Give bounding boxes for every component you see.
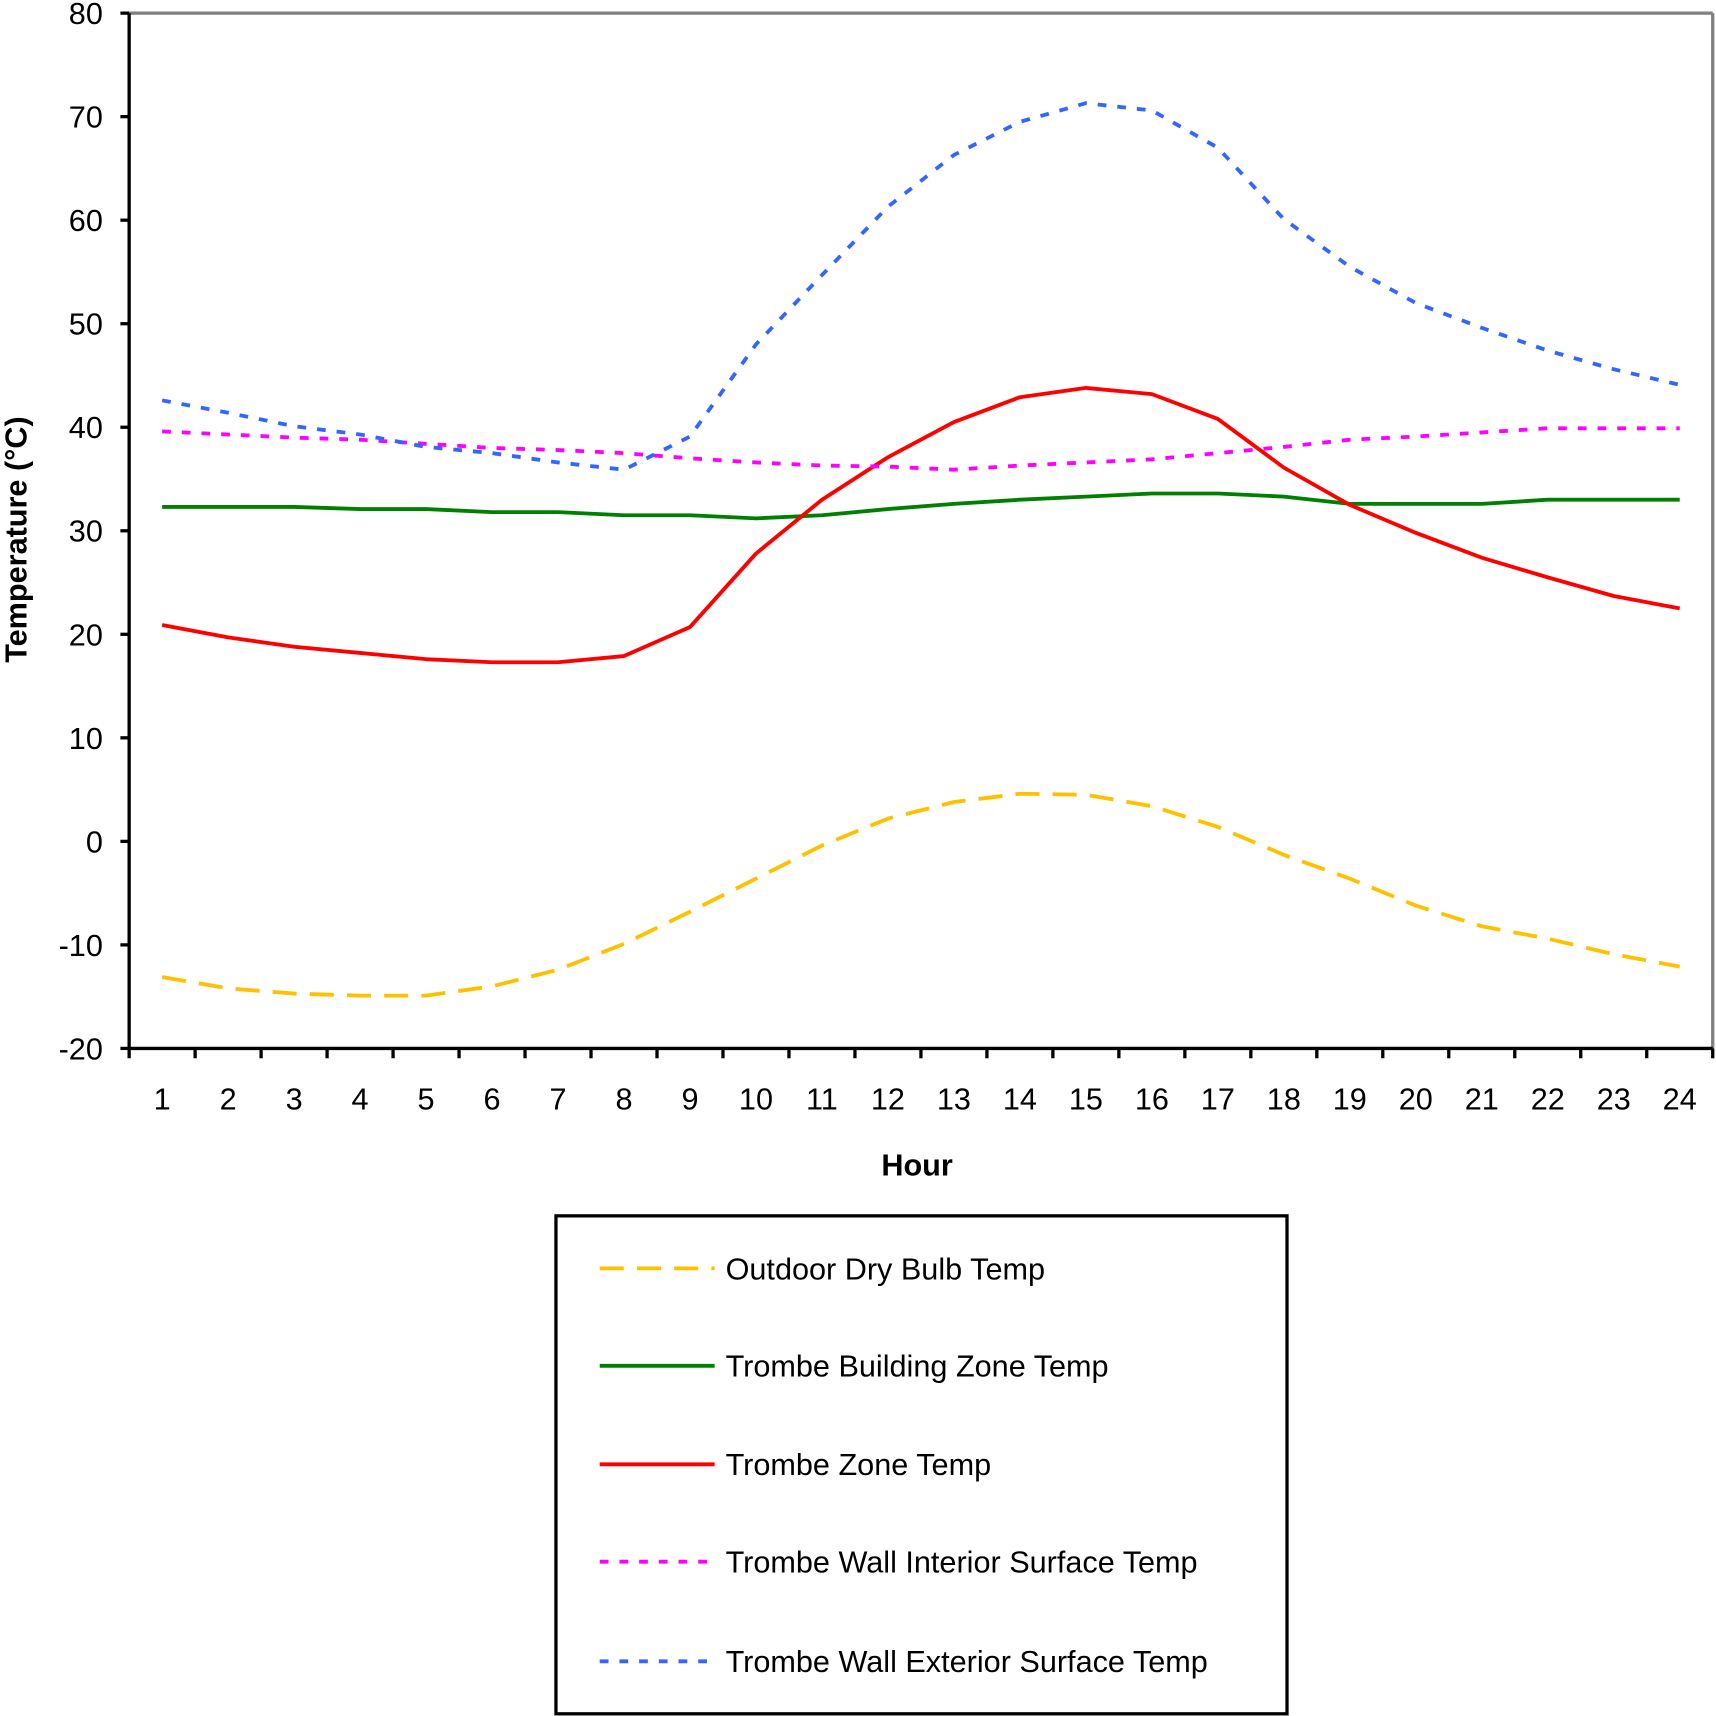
x-axis: 1 2 3 4 5 6 7 8 9 10 11 12 13 14 15 16 17 18 19 20 21 22 23 24	[127, 1048, 1715, 1117]
y-tick-label: 60	[69, 204, 103, 238]
series-trombe-building-zone-temp	[162, 491, 1680, 521]
series-trombe-wall-interior-surface-temp	[162, 426, 1680, 472]
y-tick-label: -10	[59, 929, 103, 963]
legend: Outdoor Dry Bulb Temp Trombe Building Zon…	[554, 1214, 1289, 1716]
x-tick-label: 24	[1663, 1083, 1697, 1117]
y-tick-label: 50	[69, 308, 103, 342]
series-lines	[161, 101, 1681, 998]
x-tick-label: 12	[871, 1083, 905, 1117]
y-tick-label: 80	[69, 0, 103, 31]
y-axis-title: Temperature (°C)	[0, 416, 33, 663]
x-tick-label: 21	[1465, 1083, 1499, 1117]
legend-label-trombe-wall-interior-surface-temp: Trombe Wall Interior Surface Temp	[726, 1546, 1198, 1580]
y-tick-label: 10	[69, 722, 103, 756]
x-tick-label: 1	[154, 1083, 171, 1117]
x-tick-label: 15	[1069, 1083, 1103, 1117]
y-tick-label: 0	[86, 825, 103, 859]
plot-area	[127, 11, 1715, 1051]
x-tick-label: 16	[1135, 1083, 1169, 1117]
series-trombe-wall-exterior-surface-temp	[161, 101, 1681, 472]
series-outdoor-dry-bulb-temp	[161, 791, 1681, 998]
legend-label-trombe-wall-exterior-surface-temp: Trombe Wall Exterior Surface Temp	[726, 1645, 1208, 1679]
legend-label-trombe-zone-temp: Trombe Zone Temp	[726, 1448, 992, 1482]
x-tick-label: 11	[806, 1083, 838, 1117]
x-tick-label: 7	[550, 1083, 567, 1117]
x-tick-label: 4	[352, 1083, 369, 1117]
legend-label-trombe-building-zone-temp: Trombe Building Zone Temp	[726, 1350, 1109, 1384]
y-tick-label: 40	[69, 411, 103, 445]
x-tick-label: 2	[220, 1083, 237, 1117]
x-tick-label: 8	[615, 1083, 632, 1117]
y-tick-label: -20	[59, 1032, 103, 1066]
x-tick-label: 13	[937, 1083, 971, 1117]
x-tick-label: 20	[1399, 1083, 1433, 1117]
y-axis: -20 -10 0 10 20 30 40 50 60 70 80	[59, 0, 130, 1066]
x-tick-label: 3	[286, 1083, 303, 1117]
legend-label-outdoor-dry-bulb-temp: Outdoor Dry Bulb Temp	[726, 1252, 1045, 1286]
y-tick-label: 30	[69, 515, 103, 549]
x-tick-label: 5	[418, 1083, 435, 1117]
x-tick-label: 17	[1201, 1083, 1235, 1117]
x-tick-label: 23	[1597, 1083, 1631, 1117]
x-axis-title: Hour	[881, 1148, 953, 1182]
x-tick-label: 9	[681, 1083, 698, 1117]
x-tick-label: 22	[1531, 1083, 1565, 1117]
x-tick-label: 14	[1003, 1083, 1037, 1117]
x-tick-label: 19	[1333, 1083, 1367, 1117]
x-tick-label: 18	[1267, 1083, 1301, 1117]
series-trombe-zone-temp	[161, 385, 1681, 665]
x-tick-label: 10	[739, 1083, 773, 1117]
x-tick-label: 6	[484, 1083, 501, 1117]
y-tick-label: 20	[69, 618, 103, 652]
y-tick-label: 70	[69, 101, 103, 135]
